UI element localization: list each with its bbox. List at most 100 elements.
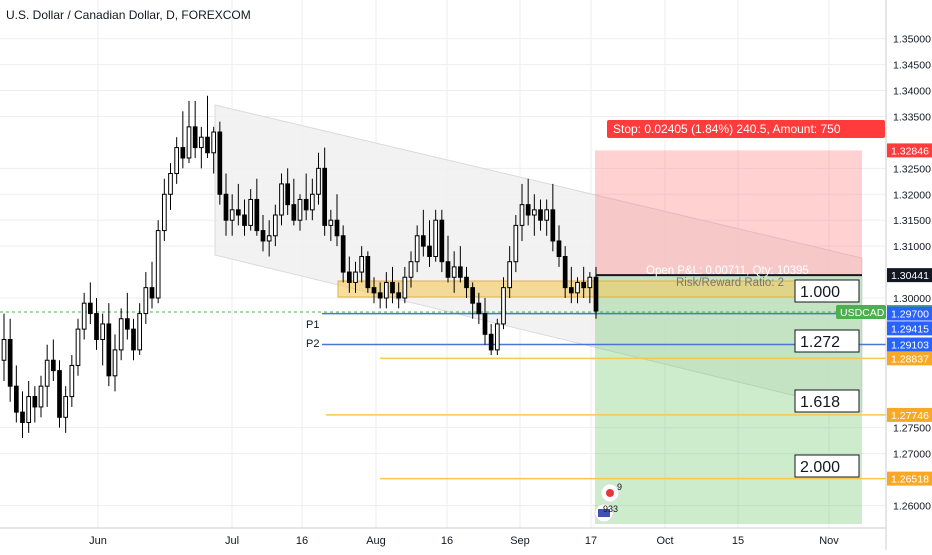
candle-up[interactable] bbox=[155, 230, 161, 299]
candle-down[interactable] bbox=[470, 287, 476, 304]
candle-up[interactable] bbox=[519, 204, 525, 226]
candle-down[interactable] bbox=[562, 256, 568, 289]
candle-down[interactable] bbox=[445, 261, 451, 278]
candle-down[interactable] bbox=[217, 131, 223, 195]
candle-down[interactable] bbox=[476, 302, 482, 315]
candle-up[interactable] bbox=[81, 302, 87, 330]
candle-down[interactable] bbox=[365, 256, 371, 289]
candle-up[interactable] bbox=[316, 167, 321, 195]
candle-down[interactable] bbox=[550, 209, 556, 242]
candle-down[interactable] bbox=[525, 204, 531, 216]
candle-up[interactable] bbox=[44, 359, 50, 387]
candle-up[interactable] bbox=[168, 173, 173, 195]
candle-up[interactable] bbox=[402, 276, 408, 299]
candle-down[interactable] bbox=[420, 235, 426, 247]
stop-zone[interactable] bbox=[595, 150, 862, 276]
candle-up[interactable] bbox=[272, 214, 278, 237]
candle-down[interactable] bbox=[131, 328, 136, 351]
candle-down[interactable] bbox=[371, 287, 377, 294]
candle-up[interactable] bbox=[211, 131, 217, 154]
candle-down[interactable] bbox=[482, 313, 488, 335]
candle-up[interactable] bbox=[575, 281, 580, 294]
candle-down[interactable] bbox=[581, 281, 587, 289]
candle-down[interactable] bbox=[124, 318, 130, 330]
candle-down[interactable] bbox=[538, 209, 543, 221]
candle-down[interactable] bbox=[593, 276, 599, 312]
candle-down[interactable] bbox=[346, 271, 352, 283]
candle-down[interactable] bbox=[285, 183, 291, 206]
candle-up[interactable] bbox=[38, 385, 44, 408]
candle-up[interactable] bbox=[137, 313, 143, 351]
candle-down[interactable] bbox=[180, 147, 186, 159]
candle-down[interactable] bbox=[377, 292, 383, 299]
candle-up[interactable] bbox=[494, 323, 500, 351]
candle-down[interactable] bbox=[32, 396, 38, 408]
candle-up[interactable] bbox=[408, 261, 414, 278]
candle-up[interactable] bbox=[451, 266, 457, 278]
candle-up[interactable] bbox=[198, 136, 204, 149]
candle-up[interactable] bbox=[513, 224, 519, 263]
candle-down[interactable] bbox=[322, 167, 328, 226]
candle-down[interactable] bbox=[57, 370, 62, 418]
candle-up[interactable] bbox=[383, 281, 389, 299]
candle-up[interactable] bbox=[229, 209, 235, 221]
candle-down[interactable] bbox=[291, 204, 297, 221]
candle-down[interactable] bbox=[464, 276, 469, 289]
candle-up[interactable] bbox=[143, 287, 149, 315]
candle-down[interactable] bbox=[439, 219, 445, 263]
candle-up[interactable] bbox=[328, 219, 334, 226]
candle-up[interactable] bbox=[414, 235, 420, 263]
candle-down[interactable] bbox=[254, 198, 260, 232]
candle-down[interactable] bbox=[192, 126, 198, 149]
candle-up[interactable] bbox=[359, 256, 365, 273]
candle-up[interactable] bbox=[75, 328, 81, 366]
candle-down[interactable] bbox=[242, 214, 247, 226]
candle-down[interactable] bbox=[390, 281, 395, 294]
candle-up[interactable] bbox=[63, 396, 69, 418]
candle-up[interactable] bbox=[587, 276, 593, 289]
candle-down[interactable] bbox=[106, 323, 112, 377]
candle-up[interactable] bbox=[531, 209, 537, 216]
candle-up[interactable] bbox=[112, 349, 118, 377]
candle-up[interactable] bbox=[266, 235, 272, 242]
candle-down[interactable] bbox=[427, 245, 432, 258]
candle-down[interactable] bbox=[205, 136, 210, 154]
candle-up[interactable] bbox=[501, 287, 506, 325]
candle-up[interactable] bbox=[309, 193, 315, 211]
candle-up[interactable] bbox=[248, 198, 254, 226]
candle-down[interactable] bbox=[568, 287, 574, 294]
candle-up[interactable] bbox=[69, 364, 75, 398]
candle-down[interactable] bbox=[20, 411, 25, 423]
candle-up[interactable] bbox=[1, 339, 7, 361]
candle-down[interactable] bbox=[340, 235, 346, 273]
candle-down[interactable] bbox=[260, 230, 266, 242]
candle-down[interactable] bbox=[556, 240, 562, 258]
candle-down[interactable] bbox=[50, 359, 56, 372]
candle-up[interactable] bbox=[174, 147, 180, 175]
candle-down[interactable] bbox=[7, 339, 13, 387]
candle-down[interactable] bbox=[13, 385, 19, 413]
candle-up[interactable] bbox=[507, 261, 513, 289]
candle-down[interactable] bbox=[488, 333, 494, 351]
candle-up[interactable] bbox=[161, 193, 167, 232]
candle-up[interactable] bbox=[186, 126, 192, 159]
candle-down[interactable] bbox=[334, 219, 340, 237]
candle-down[interactable] bbox=[303, 198, 309, 211]
candle-down[interactable] bbox=[235, 209, 241, 216]
candle-down[interactable] bbox=[94, 313, 99, 341]
candle-up[interactable] bbox=[100, 323, 106, 341]
candle-down[interactable] bbox=[87, 302, 93, 315]
candle-up[interactable] bbox=[118, 318, 124, 351]
candle-down[interactable] bbox=[223, 193, 229, 221]
candle-up[interactable] bbox=[433, 219, 439, 258]
candle-up[interactable] bbox=[544, 209, 550, 221]
candle-up[interactable] bbox=[279, 183, 284, 216]
candle-up[interactable] bbox=[353, 271, 358, 283]
candle-down[interactable] bbox=[457, 266, 463, 278]
candle-up[interactable] bbox=[297, 198, 303, 221]
channel-area[interactable] bbox=[214, 104, 863, 413]
candle-up[interactable] bbox=[26, 396, 32, 423]
candle-down[interactable] bbox=[396, 292, 402, 299]
